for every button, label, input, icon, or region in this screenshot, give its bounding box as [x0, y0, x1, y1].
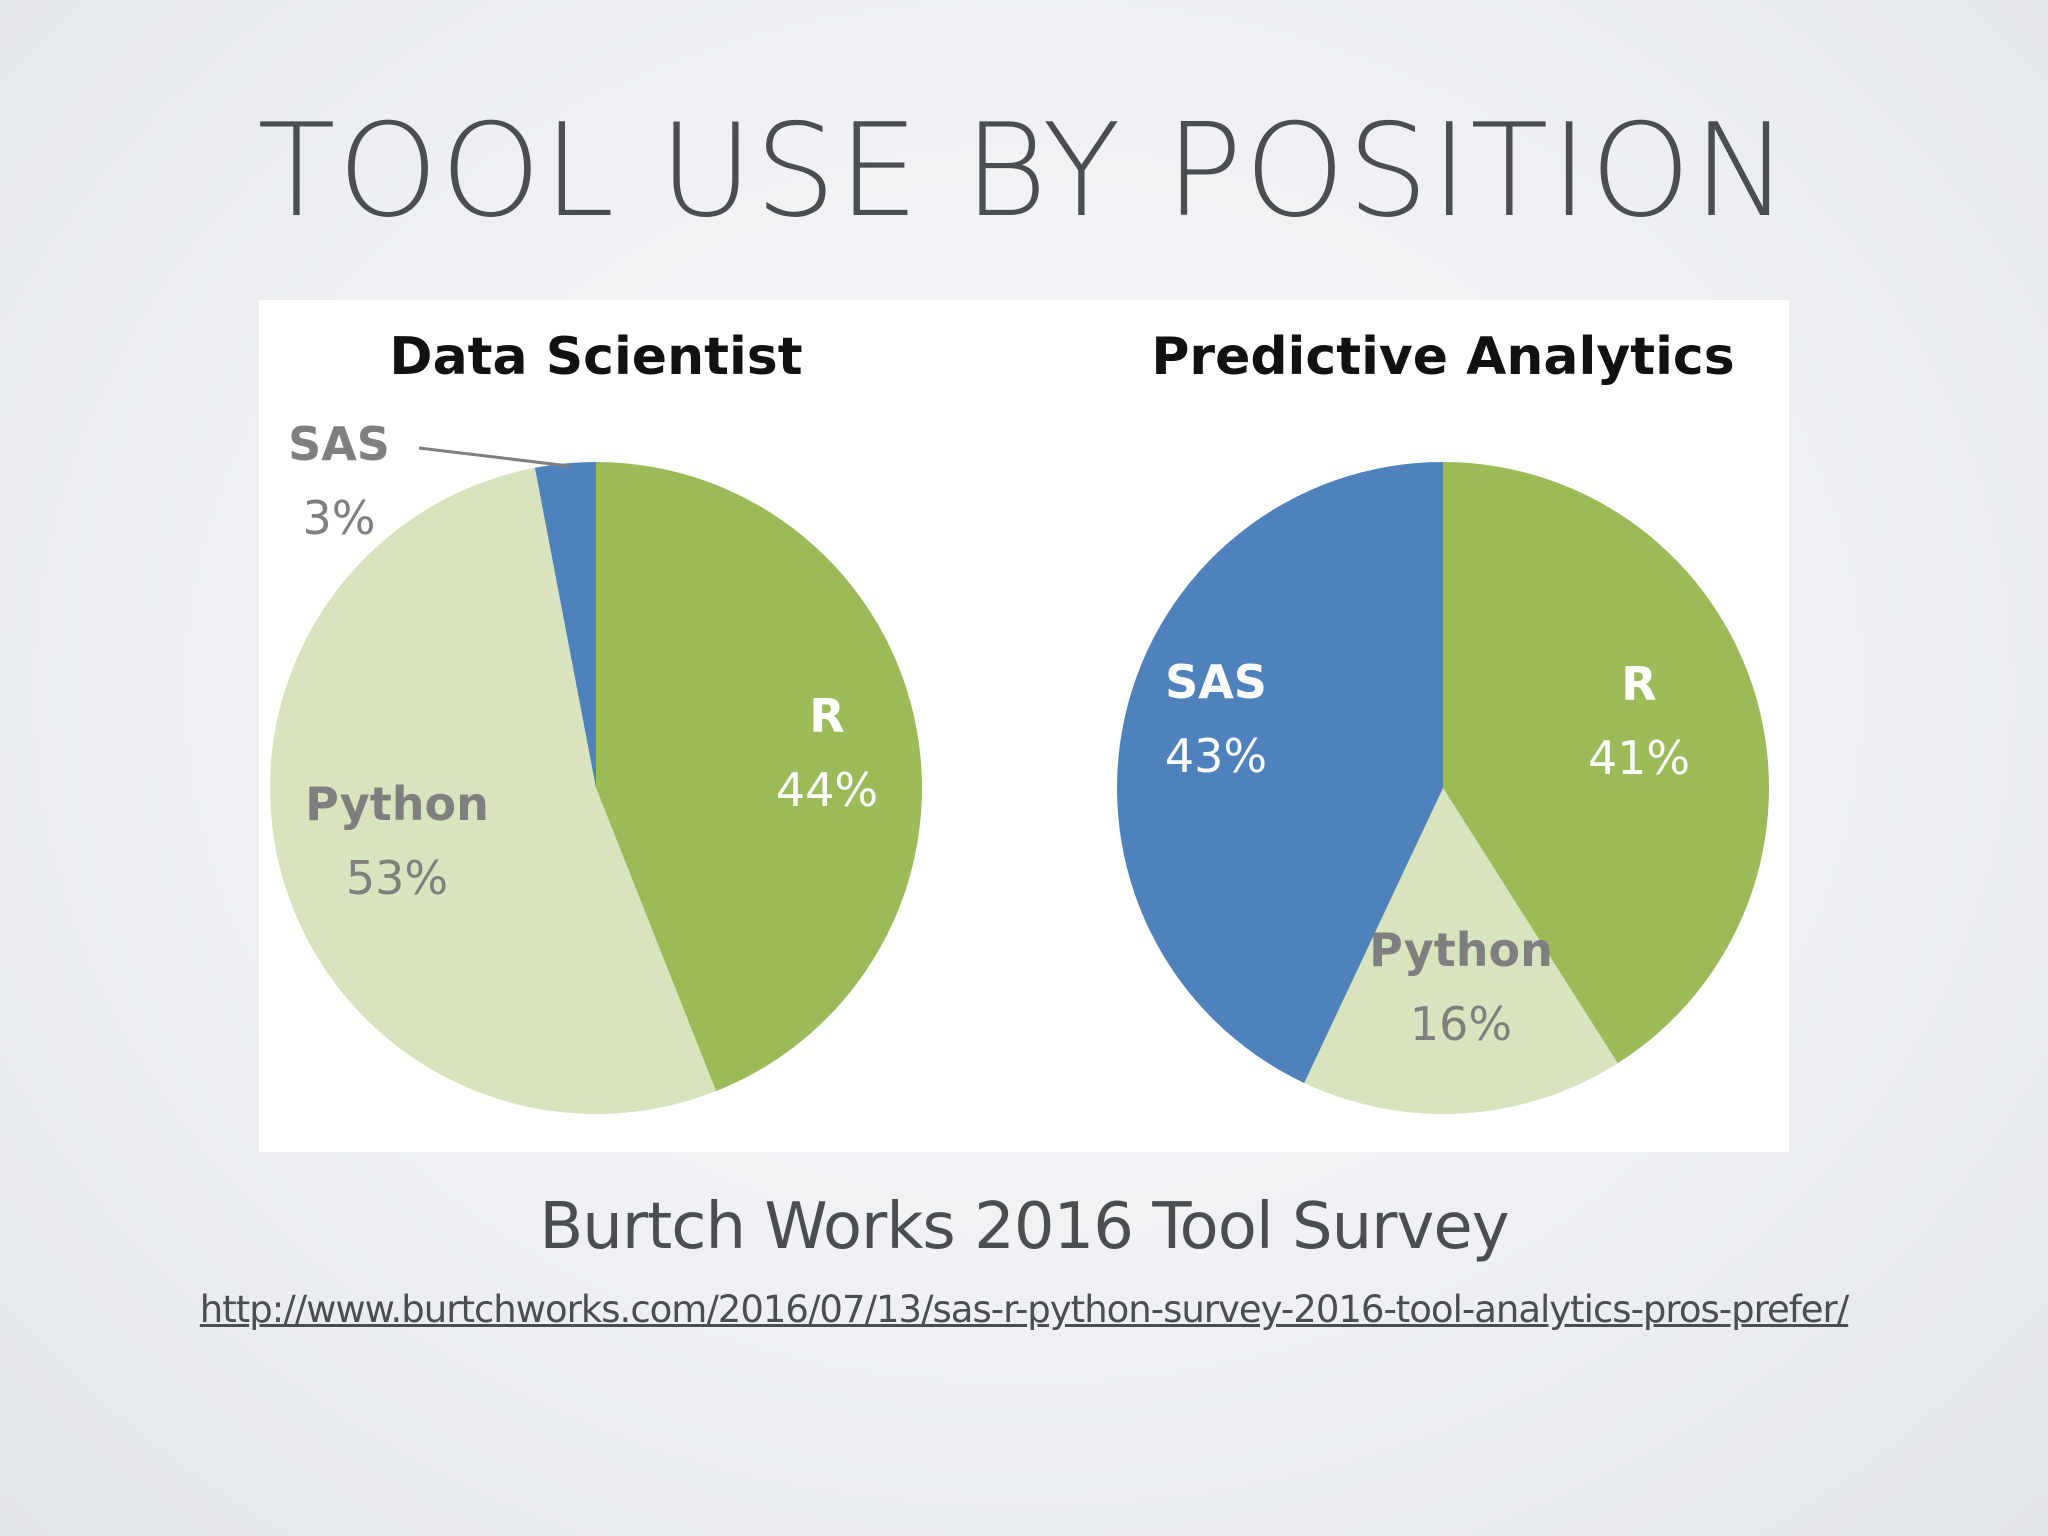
pie-slice-python [1304, 788, 1618, 1114]
pie-slice-r [1443, 462, 1769, 1064]
slice-label: Python [305, 777, 489, 831]
slice-value-label: 53% [346, 851, 448, 905]
chart-title: Data Scientist [389, 327, 802, 387]
leader-line [418, 446, 570, 468]
slice-value-label: 44% [776, 763, 878, 817]
pie-slice-sas [534, 462, 596, 788]
pie-slice-sas [1116, 462, 1443, 1083]
slice-label: SAS [1165, 655, 1267, 709]
chart-title: Predictive Analytics [1151, 327, 1734, 387]
slice-value-label: 41% [1588, 731, 1690, 785]
slice-value-label: 16% [1410, 997, 1512, 1051]
slice-value-label: 3% [303, 491, 376, 545]
chart-panel: Data Scientist R 44% Python 53% SAS 3% Predicti… [259, 300, 1789, 1152]
pie-slice-r [596, 462, 923, 1092]
pie-charts: Data Scientist R 44% Python 53% SAS 3% Predicti… [270, 327, 1769, 1114]
slice-label: R [809, 689, 844, 743]
slice-label: SAS [288, 417, 390, 471]
pie-slice-python [270, 467, 717, 1114]
slice-value-label: 43% [1165, 729, 1267, 783]
pie-chart-1: Data Scientist R 44% Python 53% SAS 3% [270, 327, 923, 1114]
slide-title: TOOL USE BY POSITION [257, 97, 1791, 246]
pie-chart-2: Predictive Analytics R 41% Python 16% SAS 43% [1116, 327, 1769, 1114]
slice-label: R [1621, 657, 1656, 711]
source-link[interactable]: http://www.burtchworks.com/2016/07/13/sa… [199, 1288, 1849, 1331]
survey-caption: Burtch Works 2016 Tool Survey [539, 1190, 1509, 1264]
slice-label: Python [1369, 923, 1553, 977]
